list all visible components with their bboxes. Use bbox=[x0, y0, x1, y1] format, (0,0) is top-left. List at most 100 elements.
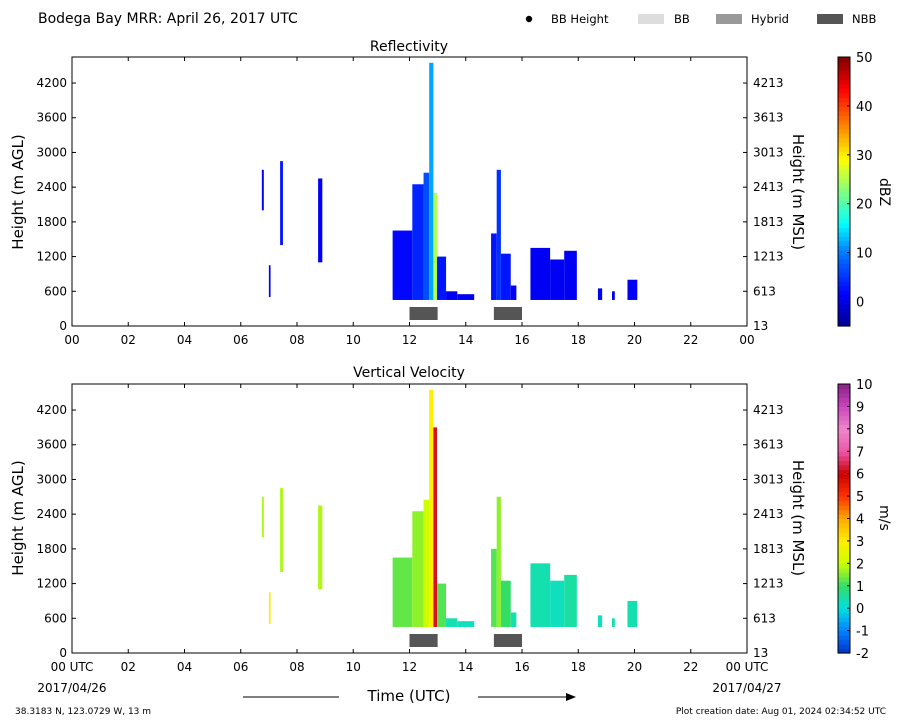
reflectivity-y2-ticks: 13 613 1213 1813 2413 3013 3613 4213 bbox=[743, 76, 784, 333]
vertical-velocity-y-tick-label: 1800 bbox=[36, 542, 67, 556]
vertical-velocity-nbb-bar-1 bbox=[493, 634, 522, 647]
reflectivity-y-tick-label: 4200 bbox=[36, 76, 67, 90]
vertical-velocity-y2-tick-label: 4213 bbox=[753, 403, 784, 417]
reflectivity-colorbar-segment bbox=[838, 106, 850, 112]
vertical-velocity-colorbar: -2 -1 0 1 2 3 4 5 6 7 8 9 10 bbox=[837, 378, 873, 662]
vertical-velocity-colorbar-tick-label: -1 bbox=[856, 625, 869, 640]
reflectivity-colorbar-segment bbox=[838, 83, 850, 89]
vertical-velocity-colorbar-segment bbox=[838, 496, 850, 502]
vertical-velocity-panel-title: Vertical Velocity bbox=[353, 365, 465, 381]
reflectivity-colorbar-tick-label: 0 bbox=[856, 296, 864, 311]
reflectivity-colorbar-segment bbox=[838, 308, 850, 314]
vertical-velocity-colorbar-segment bbox=[838, 509, 850, 515]
vertical-velocity-data-column-0 bbox=[261, 496, 264, 538]
vertical-velocity-y-tick-label: 3000 bbox=[36, 472, 67, 486]
vertical-velocity-colorbar-segment bbox=[838, 455, 850, 461]
vertical-velocity-colorbar-segment bbox=[838, 446, 850, 452]
vertical-velocity-colorbar-tick-label: 7 bbox=[856, 445, 864, 460]
vertical-velocity-colorbar-segment bbox=[838, 540, 850, 546]
vertical-velocity-colorbar-segment bbox=[838, 518, 850, 524]
reflectivity-colorbar-segment bbox=[838, 200, 850, 206]
vertical-velocity-data-column-8 bbox=[433, 427, 438, 627]
reflectivity-colorbar-segment bbox=[838, 119, 850, 125]
vertical-velocity-colorbar-segment bbox=[838, 415, 850, 421]
reflectivity-colorbar-label: dBZ bbox=[876, 178, 892, 206]
vertical-velocity-data-column-17 bbox=[550, 580, 565, 627]
reflectivity-colorbar-segment bbox=[838, 312, 850, 318]
vertical-velocity-y2-tick-label: 3613 bbox=[753, 438, 784, 452]
reflectivity-data-column-21 bbox=[627, 279, 638, 300]
reflectivity-data-column-19 bbox=[597, 288, 603, 300]
plot-creation-date: Plot creation date: Aug 01, 2024 02:34:5… bbox=[676, 707, 886, 717]
vertical-velocity-data-column-5 bbox=[412, 511, 424, 627]
vertical-velocity-panel: Vertical Velocity 00 UTC 02 04 06 08 10 12 14 16… bbox=[9, 365, 892, 674]
reflectivity-data-column-14 bbox=[500, 253, 511, 300]
reflectivity-y2-tick-label: 13 bbox=[753, 319, 768, 333]
reflectivity-data-column-8 bbox=[433, 192, 438, 300]
vertical-velocity-x-tick-label: 02 bbox=[121, 660, 136, 674]
reflectivity-x-tick-label: 20 bbox=[627, 333, 642, 347]
reflectivity-colorbar-segment bbox=[838, 213, 850, 219]
vertical-velocity-colorbar-segment bbox=[838, 630, 850, 636]
vertical-velocity-colorbar-segment bbox=[838, 545, 850, 551]
reflectivity-y-tick-label: 0 bbox=[59, 319, 67, 333]
reflectivity-colorbar-segment bbox=[838, 267, 850, 273]
vertical-velocity-data-column-18 bbox=[564, 574, 577, 627]
hybrid-legend-label: Hybrid bbox=[751, 12, 789, 26]
reflectivity-data-column-2 bbox=[280, 161, 283, 246]
vertical-velocity-colorbar-segment bbox=[838, 590, 850, 596]
reflectivity-colorbar-segment bbox=[838, 245, 850, 251]
reflectivity-x-tick-label: 22 bbox=[683, 333, 698, 347]
vertical-velocity-y-tick-label: 0 bbox=[59, 646, 67, 660]
reflectivity-y2-tick-label: 613 bbox=[753, 284, 776, 298]
reflectivity-x-tick-label: 08 bbox=[289, 333, 304, 347]
reflectivity-data-column-10 bbox=[446, 291, 458, 300]
vertical-velocity-nbb-bar-0 bbox=[409, 634, 438, 647]
reflectivity-colorbar-segment bbox=[838, 151, 850, 157]
time-arrow-head bbox=[566, 693, 576, 701]
vertical-velocity-colorbar-tick-label: 0 bbox=[856, 602, 864, 617]
nbb-legend-swatch bbox=[817, 14, 843, 24]
vertical-velocity-y-tick-label: 3600 bbox=[36, 438, 67, 452]
reflectivity-colorbar-segment bbox=[838, 97, 850, 103]
end-date-label: 2017/04/27 bbox=[712, 681, 781, 695]
vertical-velocity-x-tick-label: 18 bbox=[571, 660, 586, 674]
reflectivity-colorbar-segment bbox=[838, 209, 850, 215]
vertical-velocity-colorbar-segment bbox=[838, 451, 850, 457]
vertical-velocity-data-column-2 bbox=[280, 488, 283, 573]
reflectivity-colorbar-segment bbox=[838, 160, 850, 166]
vertical-velocity-x-tick-label: 14 bbox=[458, 660, 473, 674]
vertical-velocity-colorbar-tick-label: 4 bbox=[856, 513, 864, 528]
vertical-velocity-colorbar-segment bbox=[838, 442, 850, 448]
vertical-velocity-colorbar-segment bbox=[838, 473, 850, 479]
header-legend: BB Height BB Hybrid NBB bbox=[525, 12, 876, 26]
vertical-velocity-colorbar-segment bbox=[838, 621, 850, 627]
location-text: 38.3183 N, 123.0729 W, 13 m bbox=[15, 707, 151, 717]
vertical-velocity-x-tick-label: 04 bbox=[177, 660, 192, 674]
reflectivity-colorbar-segment bbox=[838, 258, 850, 264]
vertical-velocity-colorbar-label: m/s bbox=[876, 505, 892, 531]
reflectivity-y2-tick-label: 3013 bbox=[753, 145, 784, 159]
vertical-velocity-colorbar-segment bbox=[838, 500, 850, 506]
reflectivity-colorbar-segment bbox=[838, 276, 850, 282]
vertical-velocity-colorbar-segment bbox=[838, 469, 850, 475]
vertical-velocity-colorbar-tick-label: 9 bbox=[856, 400, 864, 415]
vertical-velocity-y2-tick-label: 1213 bbox=[753, 577, 784, 591]
vertical-velocity-data-column-10 bbox=[446, 618, 458, 627]
reflectivity-colorbar-segment bbox=[838, 294, 850, 300]
reflectivity-colorbar: 0 10 20 30 40 50 bbox=[837, 51, 873, 327]
reflectivity-data-column-5 bbox=[412, 184, 424, 300]
reflectivity-x-tick-label: 00 bbox=[739, 333, 754, 347]
reflectivity-panel-title: Reflectivity bbox=[370, 39, 448, 55]
time-axis-label: Time (UTC) bbox=[367, 687, 451, 705]
reflectivity-data-column-4 bbox=[392, 230, 413, 300]
reflectivity-data-column-3 bbox=[318, 178, 323, 263]
vertical-velocity-x-tick-label: 08 bbox=[289, 660, 304, 674]
reflectivity-colorbar-segment bbox=[838, 227, 850, 233]
reflectivity-colorbar-segment bbox=[838, 92, 850, 98]
reflectivity-colorbar-segment bbox=[838, 299, 850, 305]
reflectivity-colorbar-segment bbox=[838, 285, 850, 291]
reflectivity-colorbar-segment bbox=[838, 142, 850, 148]
reflectivity-colorbar-segment bbox=[838, 187, 850, 193]
reflectivity-data-column-0 bbox=[261, 169, 264, 211]
